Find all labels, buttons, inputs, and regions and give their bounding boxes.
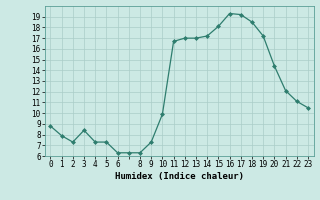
X-axis label: Humidex (Indice chaleur): Humidex (Indice chaleur): [115, 172, 244, 181]
